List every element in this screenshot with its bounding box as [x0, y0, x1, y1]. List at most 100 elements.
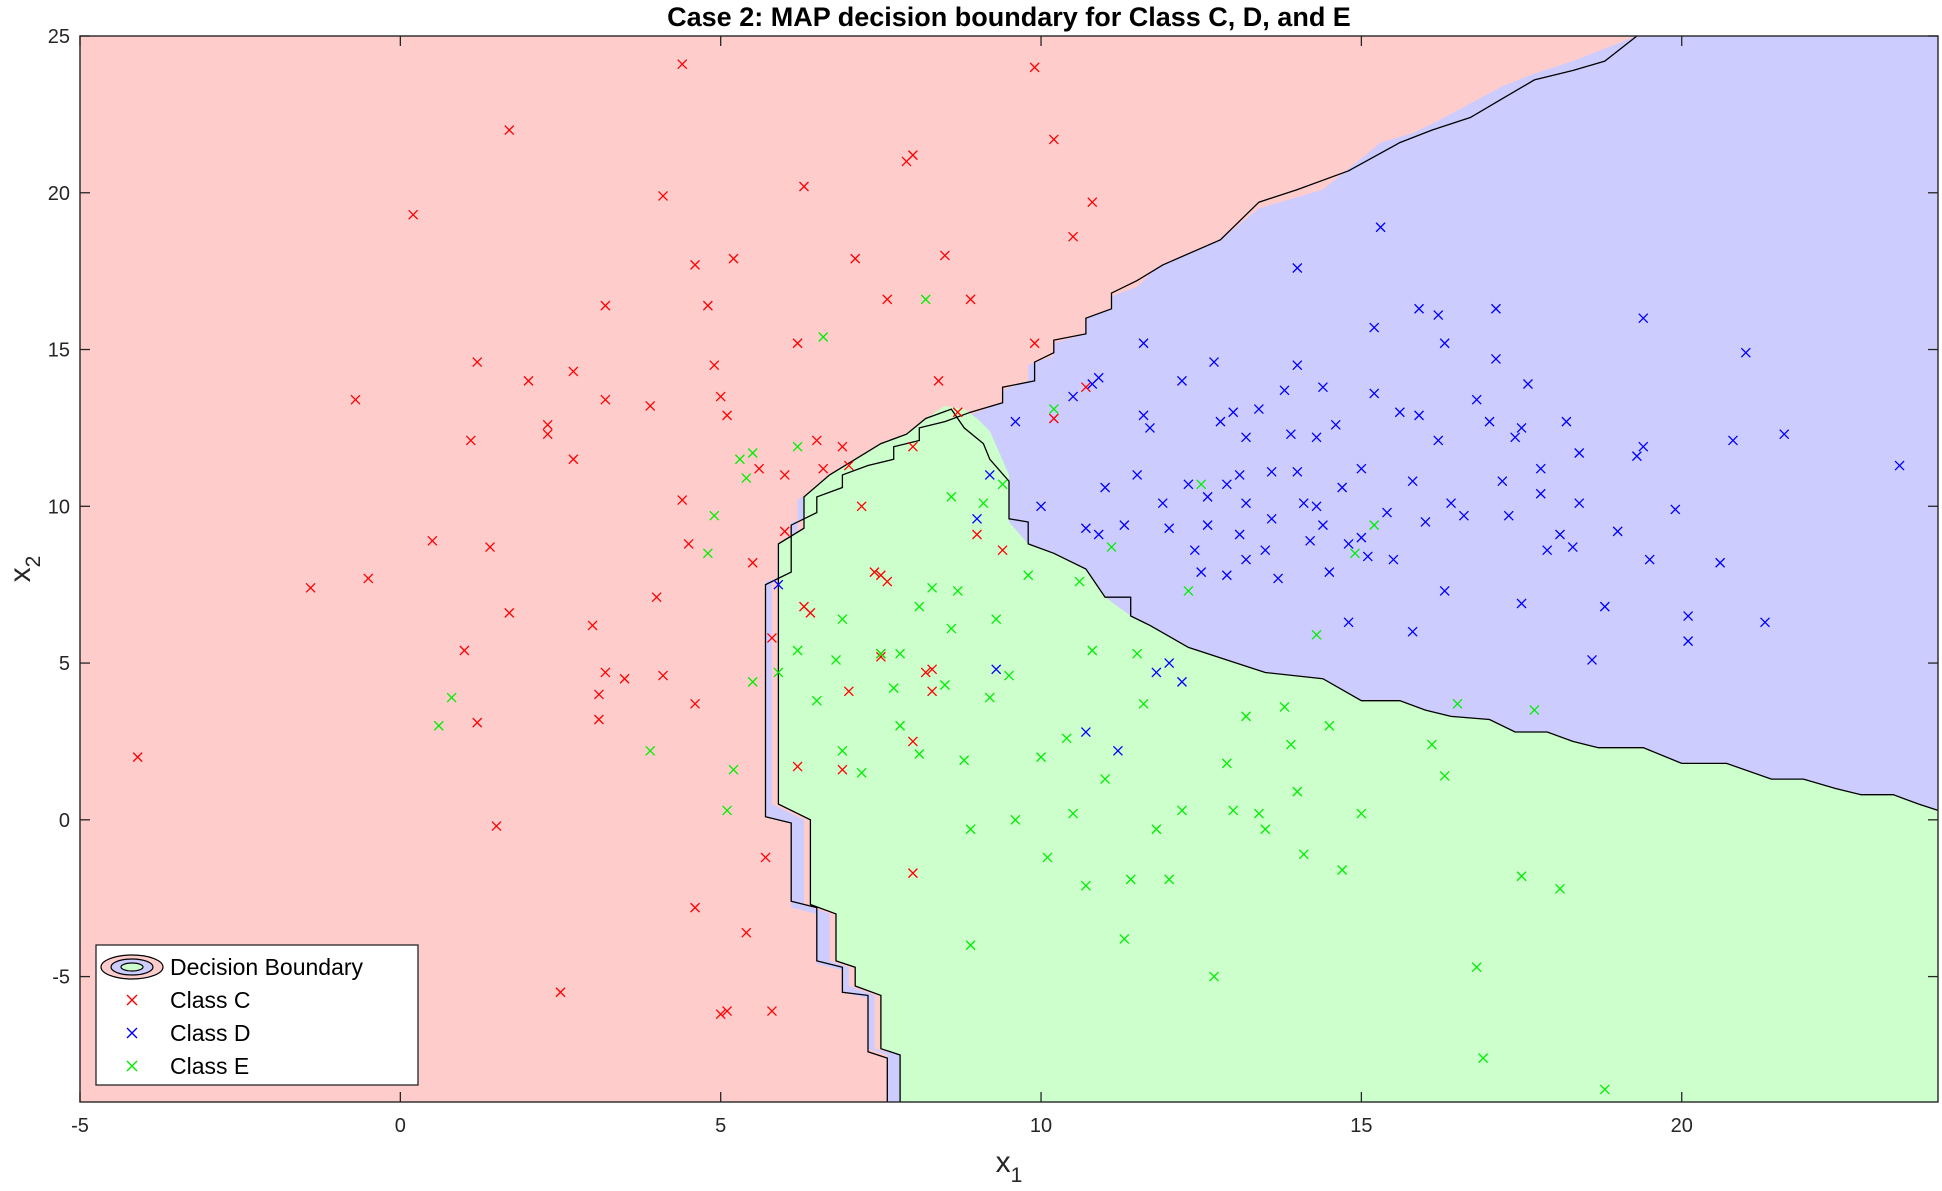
class-e-point	[1080, 880, 1091, 891]
class-e-point	[1151, 824, 1162, 835]
class-c-point	[792, 761, 803, 772]
class-e-point	[1285, 739, 1296, 750]
class-c-point	[677, 59, 688, 70]
class-d-point	[1394, 407, 1405, 418]
class-c-point	[837, 441, 848, 452]
class-e-point	[1196, 479, 1207, 490]
class-d-point	[1266, 513, 1277, 524]
decision-boundary-lines	[764, 35, 1939, 1102]
class-d-point	[1587, 654, 1597, 665]
class-e-point	[1292, 786, 1303, 797]
class-d-point	[1760, 617, 1770, 628]
class-d-point	[1138, 338, 1149, 349]
class-e-point	[1010, 814, 1021, 825]
legend-label-class-c: Class C	[170, 987, 251, 1013]
class-c-point	[843, 460, 854, 471]
class-d-point	[1728, 435, 1738, 446]
class-c-point	[792, 338, 803, 349]
class-d-point	[1510, 432, 1521, 443]
class-d-point	[1414, 410, 1424, 421]
class-c-point	[408, 209, 419, 220]
class-d-point	[1362, 551, 1373, 562]
class-d-point	[1151, 667, 1162, 678]
class-c-point	[907, 150, 918, 161]
class-d-point	[1471, 394, 1482, 405]
class-e-point	[1369, 520, 1380, 531]
class-c-point	[907, 441, 918, 452]
class-e-point	[722, 805, 733, 816]
class-e-point	[1164, 874, 1175, 885]
class-c-point	[754, 463, 765, 474]
class-c-point	[600, 394, 611, 405]
class-c-point	[811, 435, 822, 446]
class-d-point	[1273, 573, 1284, 584]
class-e-point	[1023, 570, 1034, 581]
class-e-point	[1100, 774, 1111, 785]
boundary-line-cd	[764, 35, 1638, 1102]
class-e-point	[1106, 542, 1117, 553]
class-d-point	[1490, 303, 1501, 314]
class-d-point	[1241, 554, 1252, 565]
class-d-point	[991, 664, 1002, 675]
y-tick-label: 0	[59, 810, 70, 832]
class-d-point	[1567, 542, 1578, 553]
decision-regions	[80, 36, 1938, 1102]
class-e-point	[1241, 711, 1252, 722]
class-e-point	[747, 448, 758, 458]
class-d-point	[1382, 507, 1392, 518]
class-c-point	[555, 987, 566, 998]
class-c-point	[593, 714, 604, 725]
class-d-point	[1356, 532, 1367, 543]
class-c-point	[709, 360, 720, 371]
class-d-point	[1894, 460, 1905, 471]
class-e-point	[1350, 548, 1360, 559]
class-e-point	[946, 491, 957, 502]
class-c-point	[472, 357, 483, 368]
class-c-point	[504, 125, 515, 136]
class-d-point	[1388, 554, 1399, 565]
class-c-point	[690, 902, 701, 913]
y-tick-label: 20	[48, 183, 70, 205]
class-c-point	[465, 435, 476, 446]
class-d-point	[1535, 463, 1546, 474]
y-tick-label: 5	[59, 653, 70, 675]
class-e-point	[978, 498, 989, 509]
class-e-point	[1311, 629, 1322, 640]
class-c-point	[933, 375, 944, 386]
class-d-point	[1266, 466, 1277, 477]
class-e-point	[1228, 805, 1239, 816]
class-e-point	[811, 695, 822, 706]
class-c-point	[651, 592, 662, 603]
class-d-point	[1356, 463, 1367, 474]
class-c-point	[1048, 413, 1059, 424]
class-c-point	[907, 868, 918, 879]
class-d-point	[1369, 388, 1380, 399]
class-e-point	[1221, 758, 1232, 769]
class-d-point	[1317, 382, 1328, 393]
class-c-point	[491, 821, 502, 832]
class-c-point	[459, 645, 470, 656]
class-d-point	[1292, 466, 1303, 477]
class-c-point	[568, 454, 579, 465]
class-d-point	[1407, 476, 1418, 487]
class-d-point	[1317, 520, 1328, 531]
class-c-point	[722, 410, 733, 421]
class-d-point	[1446, 498, 1457, 509]
region-class-d	[765, 36, 1938, 1102]
legend-label-decision-boundary: Decision Boundary	[170, 954, 364, 980]
class-c-point	[715, 1009, 726, 1020]
class-c-point	[1068, 231, 1079, 242]
y-tick-label: 25	[48, 26, 70, 48]
class-d-point	[1369, 322, 1380, 333]
class-c-point	[677, 495, 688, 505]
legend-class-e-marker-icon	[126, 1060, 138, 1072]
class-d-point	[1305, 535, 1316, 546]
class-e-point	[792, 645, 803, 656]
class-e-point	[1138, 698, 1149, 709]
class-e-point	[997, 479, 1008, 490]
class-e-point	[895, 648, 906, 659]
class-c-point	[702, 300, 713, 311]
class-c-point	[600, 300, 611, 311]
class-d-point	[1458, 510, 1469, 521]
